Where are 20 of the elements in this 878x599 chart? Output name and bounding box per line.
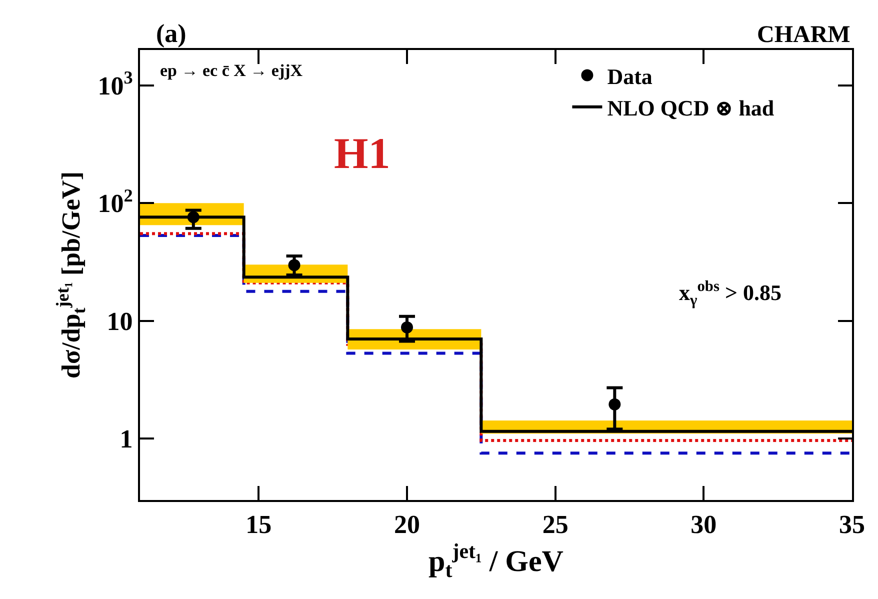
legend-label: Data xyxy=(607,64,652,89)
x-tick-label: 35 xyxy=(839,510,865,540)
x-tick-label: 15 xyxy=(246,510,272,540)
point xyxy=(401,321,413,334)
x-tick-label: 25 xyxy=(542,510,568,540)
annotation: x$_{γ}$$^{obs}$ > 0.85 xyxy=(679,278,782,309)
y-tick-label: 1 xyxy=(120,424,133,454)
y-tick-label: 10 xyxy=(106,306,133,336)
x-tick-label: 20 xyxy=(394,510,420,540)
x-axis-title: p$_{t}$$^{jet₁}$ / GeV xyxy=(428,539,564,582)
legend-label: NLO QCD ⊗ had xyxy=(607,95,774,120)
annotation: ep → ec c̄ X → ejjX xyxy=(160,61,304,80)
text: CHARM xyxy=(757,22,850,48)
annotation: H1 xyxy=(334,129,390,178)
y-tick-label: 10$^{3}$ xyxy=(98,68,133,101)
x-tick-label: 30 xyxy=(690,510,717,540)
point xyxy=(608,398,621,410)
text: (a) xyxy=(156,19,186,48)
y-tick-label: 10$^{2}$ xyxy=(98,185,133,218)
point xyxy=(187,211,200,224)
